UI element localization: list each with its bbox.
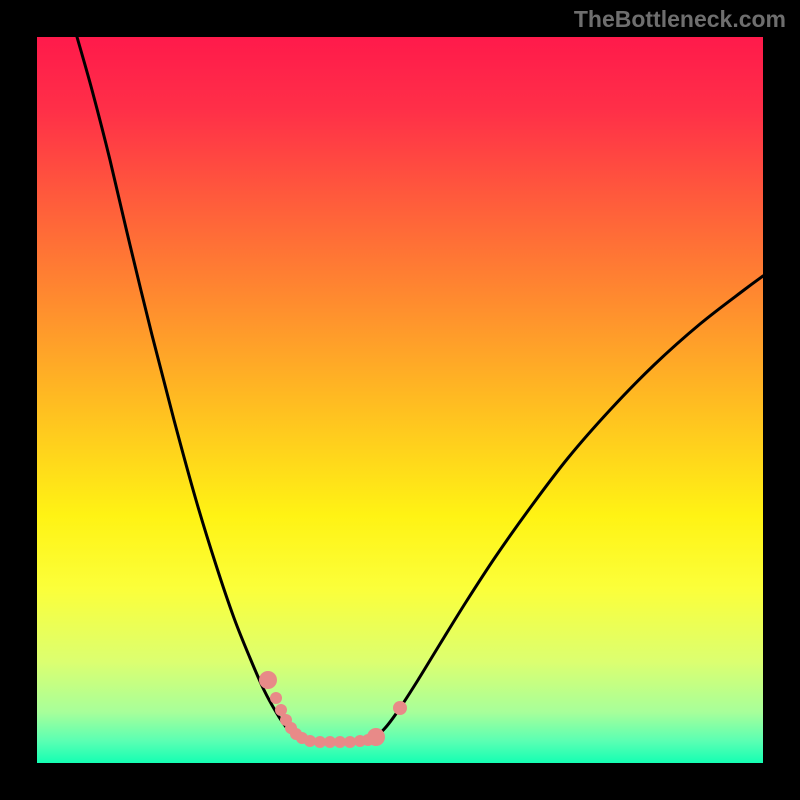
marker-point	[367, 728, 385, 746]
bottleneck-curve	[77, 37, 763, 742]
marker-point	[393, 701, 407, 715]
marker-point	[270, 692, 282, 704]
watermark-text: TheBottleneck.com	[574, 6, 786, 33]
curve-overlay	[37, 37, 763, 763]
chart-container: TheBottleneck.com	[0, 0, 800, 800]
marker-point	[259, 671, 277, 689]
plot-area	[37, 37, 763, 763]
